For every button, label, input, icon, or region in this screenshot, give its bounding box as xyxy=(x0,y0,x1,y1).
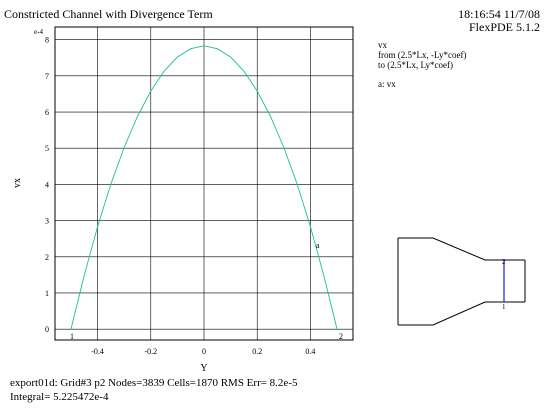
legend-to: to (2.5*Lx, Ly*coef) xyxy=(378,60,453,70)
grid xyxy=(55,27,353,340)
y-tick-label: 3 xyxy=(45,217,49,226)
y-tick-label: 2 xyxy=(45,253,49,262)
stats-line: export01d: Grid#3 p2 Nodes=3839 Cells=18… xyxy=(10,377,298,389)
software-version: FlexPDE 5.1.2 xyxy=(469,20,540,34)
y-tick-labels: 0 1 2 3 4 5 6 7 8 xyxy=(45,36,49,334)
y-axis-label: vx xyxy=(12,178,23,188)
legend-variable: vx xyxy=(378,40,388,50)
x-tick-label: 0 xyxy=(202,347,206,356)
inset-end-marker: 2 xyxy=(502,258,506,266)
channel-upper-wall xyxy=(398,237,525,261)
x-tick-label: 0.2 xyxy=(252,347,262,356)
y-tick-label: 7 xyxy=(45,72,49,81)
y-tick-label: 5 xyxy=(45,144,49,153)
y-tick-label: 8 xyxy=(45,36,49,45)
series-group xyxy=(70,45,338,330)
x-axis-label: Y xyxy=(200,363,207,374)
channel-geometry-inset: 2 1 xyxy=(397,237,526,326)
legend-series-label: a: vx xyxy=(378,79,396,89)
inset-start-marker: 1 xyxy=(502,303,506,311)
x-tick-label: 0.4 xyxy=(305,347,315,356)
curve-marker: a xyxy=(316,241,320,250)
x-tick-label: -0.2 xyxy=(144,347,157,356)
end-marker: 2 xyxy=(339,332,343,341)
y-tick-label: 1 xyxy=(45,289,49,298)
y-tick-label: 0 xyxy=(45,325,49,334)
plot-frame xyxy=(54,26,354,341)
x-tick-labels: -0.4 -0.2 0 0.2 0.4 xyxy=(91,347,315,356)
integral-line: Integral= 5.225472e-4 xyxy=(10,391,109,403)
y-tick-label: 4 xyxy=(45,180,49,189)
start-marker: 1 xyxy=(70,332,74,341)
y-multiplier: e-4 xyxy=(34,28,43,36)
x-tick-label: -0.4 xyxy=(91,347,104,356)
chart-title: Constricted Channel with Divergence Term xyxy=(4,7,213,21)
y-tick-label: 6 xyxy=(45,108,49,117)
legend-from: from (2.5*Lx, -Ly*coef) xyxy=(378,50,466,60)
timestamp: 18:16:54 11/7/08 xyxy=(458,7,540,21)
channel-lower-wall xyxy=(398,301,525,326)
